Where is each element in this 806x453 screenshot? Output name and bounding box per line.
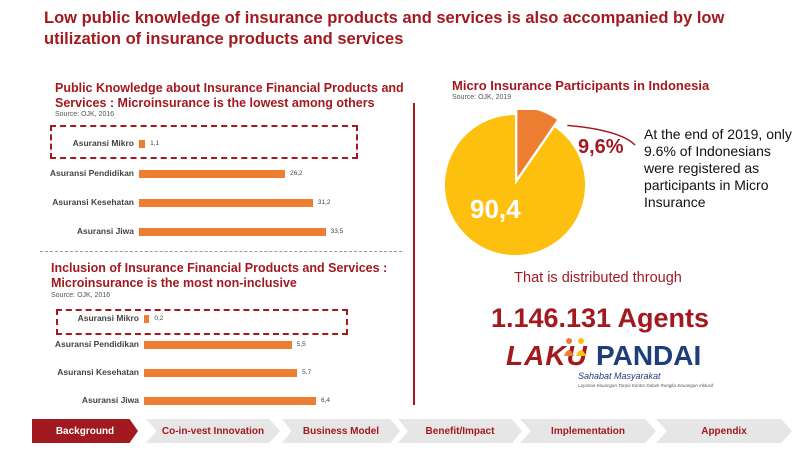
- inclusion-source: Source: OJK, 2016: [51, 292, 111, 299]
- page-title: Low public knowledge of insurance produc…: [44, 9, 725, 48]
- bar: [144, 369, 298, 377]
- pie-big-label: 90,4: [470, 194, 521, 224]
- laku-pandai-logo: LAKU PANDAI Sahabat Masyarakat Layanan K…: [506, 338, 716, 392]
- pie-leader-line: [567, 124, 636, 146]
- micro-chart-title: Micro Insurance Participants in Indonesi…: [452, 78, 710, 93]
- bar-value: 0,2: [154, 315, 164, 322]
- bar: [144, 341, 292, 349]
- micro-source: Source: OJK, 2019: [452, 94, 512, 101]
- vertical-divider: [413, 103, 415, 405]
- bar-label: Asuransi Mikro: [72, 138, 134, 148]
- micro-pie-chart: [445, 110, 636, 255]
- pie-slice-other: [445, 115, 585, 255]
- logo-word-pandai: PANDAI: [596, 340, 702, 371]
- nav-tab-business-model[interactable]: Business Model: [282, 419, 400, 443]
- bar-value: 26,2: [289, 170, 303, 177]
- bar: [139, 170, 285, 178]
- section-divider: [40, 251, 402, 252]
- bar: [139, 228, 326, 236]
- pie-small-label: 9,6%: [578, 136, 624, 158]
- bar: [139, 199, 313, 207]
- bar-value: 1,1: [150, 140, 160, 147]
- bar-label: Asuransi Kesehatan: [57, 367, 139, 377]
- bar-label: Asuransi Jiwa: [76, 226, 134, 236]
- nav-tab-co-in-vest-innovation[interactable]: Co-in-vest Innovation: [146, 419, 280, 443]
- agents-count: 1.146.131 Agents: [490, 303, 710, 333]
- nav-tab-appendix[interactable]: Appendix: [656, 419, 792, 443]
- bar-label: Asuransi Pendidikan: [49, 168, 134, 178]
- knowledge-highlight-box: [50, 125, 358, 159]
- logo-people-icon: [564, 338, 586, 356]
- distribution-label: That is distributed through: [514, 270, 682, 286]
- nav-tab-background[interactable]: Background: [32, 419, 138, 443]
- bar-label: Asuransi Mikro: [77, 313, 139, 323]
- inclusion-highlight-box: [56, 309, 348, 335]
- nav-tab-benefit-impact[interactable]: Benefit/Impact: [398, 419, 522, 443]
- bar: [144, 315, 150, 323]
- knowledge-chart-title: Public Knowledge about Insurance Financi…: [55, 81, 404, 110]
- nav-tab-implementation[interactable]: Implementation: [520, 419, 656, 443]
- bar-label: Asuransi Pendidikan: [54, 339, 139, 349]
- bar-value: 5,5: [296, 341, 306, 348]
- bar-label: Asuransi Jiwa: [81, 395, 139, 405]
- bar: [139, 140, 146, 148]
- bar-label: Asuransi Kesehatan: [52, 197, 134, 207]
- bar-value: 31,2: [317, 199, 331, 206]
- bar-value: 33,5: [330, 228, 344, 235]
- bar-value: 5,7: [302, 369, 312, 376]
- micro-description: At the end of 2019, only 9.6% of Indones…: [644, 126, 792, 210]
- bar: [144, 397, 316, 405]
- knowledge-source: Source: OJK, 2016: [55, 111, 115, 118]
- inclusion-chart-title: Inclusion of Insurance Financial Product…: [51, 261, 388, 290]
- pie-slice-micro: [517, 110, 558, 178]
- logo-subtagline: Layanan Keuangan Tanpa Kantor Dalam Rang…: [578, 383, 714, 388]
- logo-tagline: Sahabat Masyarakat: [578, 371, 661, 381]
- bar-value: 6,4: [320, 397, 330, 404]
